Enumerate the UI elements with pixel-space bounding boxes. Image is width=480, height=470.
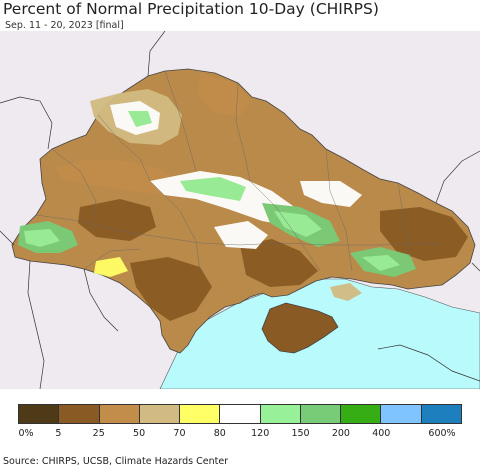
legend-swatch bbox=[139, 405, 181, 423]
color-legend bbox=[18, 404, 462, 424]
legend-tick-label: 200 bbox=[331, 428, 350, 439]
legend-swatch bbox=[19, 405, 60, 423]
legend-swatch bbox=[260, 405, 301, 423]
legend-tick-label: 400 bbox=[372, 428, 391, 439]
map-subtitle: Sep. 11 - 20, 2023 [final] bbox=[5, 20, 124, 31]
precipitation-map bbox=[0, 31, 480, 389]
legend-swatch bbox=[300, 405, 342, 423]
legend-swatch bbox=[220, 405, 261, 423]
legend-tick-label: 600% bbox=[428, 428, 456, 439]
legend-swatch bbox=[381, 405, 422, 423]
legend-tick-label: 50 bbox=[133, 428, 146, 439]
legend-tick-label: 25 bbox=[92, 428, 105, 439]
oblast-borders bbox=[35, 70, 441, 272]
precipitation-patches bbox=[18, 73, 468, 321]
legend-tick-label: 70 bbox=[173, 428, 186, 439]
legend-tick-label: 80 bbox=[213, 428, 226, 439]
map-title: Percent of Normal Precipitation 10-Day (… bbox=[3, 0, 379, 18]
source-note: Source: CHIRPS, UCSB, Climate Hazards Ce… bbox=[3, 456, 229, 467]
legend-swatch bbox=[421, 405, 461, 423]
legend-tick-label: 120 bbox=[251, 428, 270, 439]
legend-swatch bbox=[59, 405, 100, 423]
neighbour-borders bbox=[0, 31, 480, 389]
legend-tick-label: 5 bbox=[55, 428, 62, 439]
legend-tick-label: 150 bbox=[291, 428, 310, 439]
crimea bbox=[261, 302, 339, 354]
legend-swatch bbox=[180, 405, 221, 423]
legend-tick-label: 0% bbox=[18, 428, 34, 439]
legend-swatch bbox=[341, 405, 382, 423]
legend-ticks: 0% 5 25 50 70 80 120 150 200 400 600% bbox=[18, 428, 462, 442]
legend-swatch bbox=[99, 405, 140, 423]
